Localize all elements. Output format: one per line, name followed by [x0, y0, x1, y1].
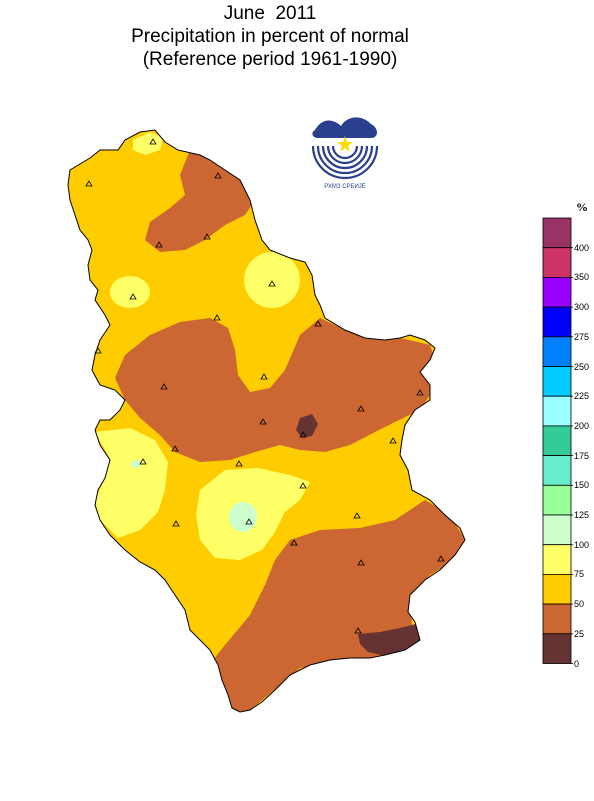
station-triangle-icon — [260, 373, 268, 380]
legend-swatch-200 — [542, 395, 572, 427]
zone-0-25-center — [296, 414, 318, 438]
station-triangle-icon — [235, 460, 243, 467]
station-triangle-icon — [94, 347, 102, 354]
legend-swatch-125 — [542, 484, 572, 516]
precipitation-zones — [68, 130, 465, 712]
rhmz-logo: РХМЗ СРБИЈЕ — [305, 108, 385, 200]
legend-label-100: 100 — [574, 539, 590, 550]
legend-label-0: 0 — [574, 658, 580, 669]
station-triangle-icon — [299, 431, 307, 438]
zone-100-125-central — [229, 502, 257, 532]
legend-color-scale — [542, 217, 573, 664]
legend-label-150: 150 — [574, 480, 590, 491]
station-triangle-icon — [437, 555, 445, 562]
zone-100-125-west — [131, 460, 141, 468]
station-triangle-icon — [149, 138, 157, 145]
legend-swatch-150 — [542, 455, 572, 486]
legend-swatch-75 — [542, 544, 572, 575]
legend-label-125: 125 — [574, 510, 590, 520]
legend-swatch-400 — [542, 217, 572, 249]
legend-label-50: 50 — [574, 599, 585, 610]
station-triangle-icon — [214, 172, 222, 179]
legend-label-175: 175 — [574, 450, 590, 461]
legend-swatch-0 — [542, 633, 572, 664]
station-triangle-icon — [259, 418, 267, 425]
station-triangle-icon — [213, 314, 221, 321]
map-title: June 2011 Precipitation in percent of no… — [60, 2, 480, 71]
legend-label-300: 300 — [574, 302, 590, 313]
legend-swatch-25 — [542, 603, 572, 635]
legend-label-400: 400 — [574, 242, 590, 253]
station-triangle-icon — [357, 405, 365, 412]
legend-swatch-350 — [542, 247, 572, 278]
station-triangle-icon — [299, 482, 307, 489]
legend-swatch-175 — [542, 425, 572, 456]
legend-label-200: 200 — [574, 420, 590, 431]
legend-label-225: 225 — [574, 391, 590, 402]
station-triangle-icon — [353, 512, 361, 519]
legend-label-275: 275 — [574, 331, 590, 342]
zone-75-100-north — [133, 132, 163, 155]
legend-label-75: 75 — [574, 569, 585, 580]
legend-label-350: 350 — [574, 272, 590, 283]
legend: % 400 350 300 275 250 225 200 175 150 125 100 75 50 2… — [540, 200, 594, 680]
zone-0-25-southeast — [358, 624, 422, 656]
title-month: June 2011 — [223, 3, 317, 24]
station-triangle-icon — [85, 180, 93, 187]
zone-75-100-west — [95, 428, 168, 538]
station-triangle-icon — [171, 445, 179, 452]
station-triangle-icon — [357, 559, 365, 566]
station-triangle-icon — [245, 518, 253, 525]
zone-25-50-north — [145, 150, 255, 252]
zone-75-100-east — [244, 252, 300, 308]
station-triangle-icon — [290, 539, 298, 546]
legend-swatch-300 — [542, 277, 572, 308]
station-triangle-icon — [268, 280, 276, 287]
weather-stations — [85, 138, 445, 634]
station-triangle-icon — [129, 293, 137, 300]
title-reference-period: (Reference period 1961-1990) — [142, 49, 398, 70]
legend-swatch-275 — [542, 306, 572, 338]
station-triangle-icon — [139, 458, 147, 465]
zone-25-50-central — [115, 318, 435, 462]
rhmz-srbije-logo-icon: РХМЗ СРБИЈЕ — [311, 117, 379, 190]
zone-25-50-south — [205, 500, 465, 712]
legend-swatch-250 — [542, 336, 572, 367]
station-triangle-icon — [160, 383, 168, 390]
station-triangle-icon — [416, 389, 424, 396]
zone-75-100-northwest — [110, 276, 150, 308]
station-triangle-icon — [389, 437, 397, 444]
station-triangle-icon — [203, 233, 211, 240]
legend-label-250: 250 — [574, 361, 590, 372]
logo-text: РХМЗ СРБИЈЕ — [324, 184, 366, 190]
legend-swatch-50 — [542, 573, 572, 605]
station-triangle-icon — [354, 627, 362, 634]
legend-unit: % — [576, 200, 588, 214]
station-triangle-icon — [172, 520, 180, 527]
legend-swatch-100 — [542, 514, 572, 546]
legend-label-25: 25 — [574, 628, 585, 639]
station-triangle-icon — [155, 241, 163, 248]
title-variable: Precipitation in percent of normal — [131, 26, 409, 47]
legend-swatch-225 — [542, 366, 572, 397]
station-triangle-icon — [314, 320, 322, 327]
